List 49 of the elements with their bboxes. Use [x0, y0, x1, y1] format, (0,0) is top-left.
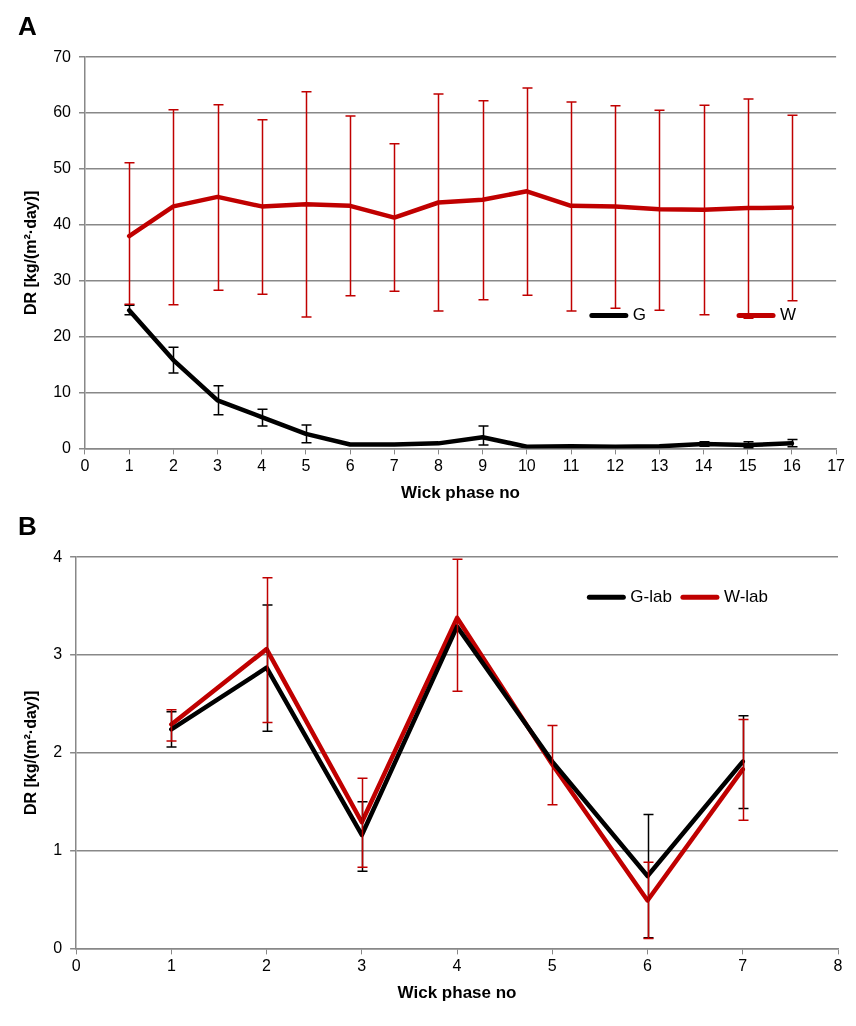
y-tick-label: 50 — [53, 159, 72, 177]
y-tick-label: 70 — [53, 47, 72, 65]
x-tick-label: 14 — [694, 457, 713, 475]
x-tick-label: 2 — [262, 957, 272, 975]
y-tick-label: 10 — [53, 382, 72, 400]
chart-title: A — [18, 10, 37, 41]
x-tick-label: 8 — [434, 457, 443, 475]
y-tick-label: 3 — [53, 645, 63, 663]
legend-label: W — [780, 305, 797, 325]
x-tick-label: 4 — [257, 457, 267, 475]
x-tick-label: 10 — [517, 457, 536, 475]
x-tick-label: 9 — [478, 457, 488, 475]
x-tick-label: 8 — [833, 957, 843, 975]
y-tick-label: 30 — [53, 271, 72, 289]
y-tick-label: 0 — [62, 438, 72, 456]
x-axis-title: Wick phase no — [397, 983, 517, 1003]
x-tick-label: 1 — [166, 957, 176, 975]
y-tick-label: 4 — [53, 547, 63, 565]
x-tick-label: 4 — [452, 957, 462, 975]
x-tick-label: 2 — [168, 457, 178, 475]
y-axis-title: DR [kg/(m²·day)] — [22, 190, 40, 316]
x-tick-label: 6 — [345, 457, 355, 475]
x-tick-label: 3 — [213, 457, 223, 475]
x-tick-label: 11 — [562, 457, 580, 475]
x-tick-label: 7 — [389, 457, 399, 475]
legend-label: G — [632, 305, 647, 325]
x-tick-label: 13 — [650, 457, 669, 475]
y-tick-label: 20 — [53, 327, 72, 345]
x-tick-label: 0 — [80, 457, 90, 475]
x-tick-label: 3 — [357, 957, 367, 975]
x-tick-label: 17 — [827, 457, 846, 475]
y-tick-label: 40 — [53, 215, 72, 233]
chart-title: B — [18, 510, 37, 541]
y-tick-label: 1 — [53, 841, 63, 859]
x-tick-label: 5 — [301, 457, 311, 475]
x-axis-title: Wick phase no — [401, 483, 520, 503]
x-tick-label: 7 — [738, 957, 748, 975]
x-tick-label: 1 — [124, 457, 134, 475]
x-tick-label: 16 — [783, 457, 801, 475]
y-tick-label: 2 — [53, 743, 63, 761]
legend-label: G-lab — [630, 586, 672, 606]
x-tick-label: 6 — [643, 957, 653, 975]
x-tick-label: 5 — [547, 957, 557, 975]
y-tick-label: 0 — [53, 938, 63, 956]
y-axis-title: DR [kg/(m²·day)] — [22, 690, 40, 816]
y-tick-label: 60 — [53, 103, 72, 121]
x-tick-label: 12 — [606, 457, 625, 475]
legend-label: W-lab — [723, 586, 769, 606]
x-tick-label: 15 — [738, 457, 757, 475]
